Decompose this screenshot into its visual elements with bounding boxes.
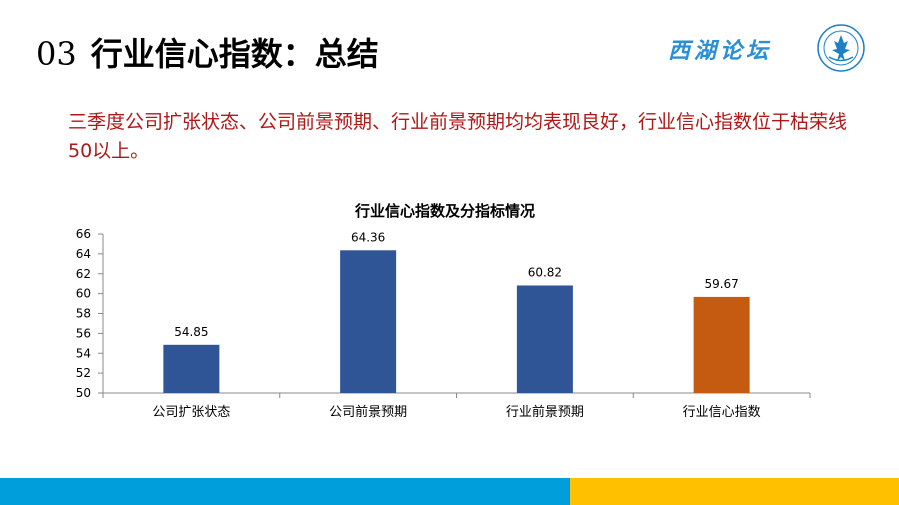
footer-band-yellow (570, 478, 899, 505)
y-tick-label: 60 (76, 287, 91, 301)
chart-title: 行业信心指数及分指标情况 (354, 202, 535, 220)
section-number: 03 (36, 35, 77, 73)
forum-logo-text: 西湖论坛 (668, 38, 773, 64)
y-tick-label: 50 (76, 386, 91, 400)
y-tick-label: 58 (76, 307, 91, 321)
data-label: 60.82 (528, 265, 562, 279)
bar (516, 285, 573, 393)
slide-title: 03 行业信心指数：总结 (36, 32, 379, 76)
x-tick-label: 公司前景预期 (329, 404, 407, 420)
x-tick-label: 行业信心指数 (683, 405, 761, 420)
data-labels: 54.85 64.36 60.82 59.67 (174, 230, 739, 339)
footer-band-blue (0, 478, 570, 505)
y-tick-label: 56 (76, 326, 91, 340)
summary-text: 三季度公司扩张状态、公司前景预期、行业前景预期均均表现良好，行业信心指数位于枯荣… (68, 111, 848, 162)
x-tick-label: 行业前景预期 (506, 404, 584, 420)
y-tick-label: 54 (76, 346, 91, 360)
bar (163, 344, 220, 393)
data-label: 54.85 (174, 325, 208, 339)
y-tick-label: 62 (76, 267, 91, 281)
y-axis: 50 52 54 56 58 60 62 64 66 (76, 227, 104, 400)
x-tick-label: 公司扩张状态 (152, 405, 230, 420)
bar (693, 296, 750, 393)
page-title: 行业信心指数：总结 (90, 35, 379, 73)
bar (340, 250, 397, 393)
forum-seal-icon (817, 24, 865, 72)
data-label: 59.67 (704, 277, 738, 291)
y-tick-label: 64 (76, 247, 91, 261)
data-label: 64.36 (351, 230, 385, 244)
y-tick-label: 66 (76, 227, 91, 241)
bars (163, 250, 750, 393)
y-tick-label: 52 (76, 366, 91, 380)
x-axis: 公司扩张状态 公司前景预期 行业前景预期 行业信心指数 (102, 392, 811, 420)
